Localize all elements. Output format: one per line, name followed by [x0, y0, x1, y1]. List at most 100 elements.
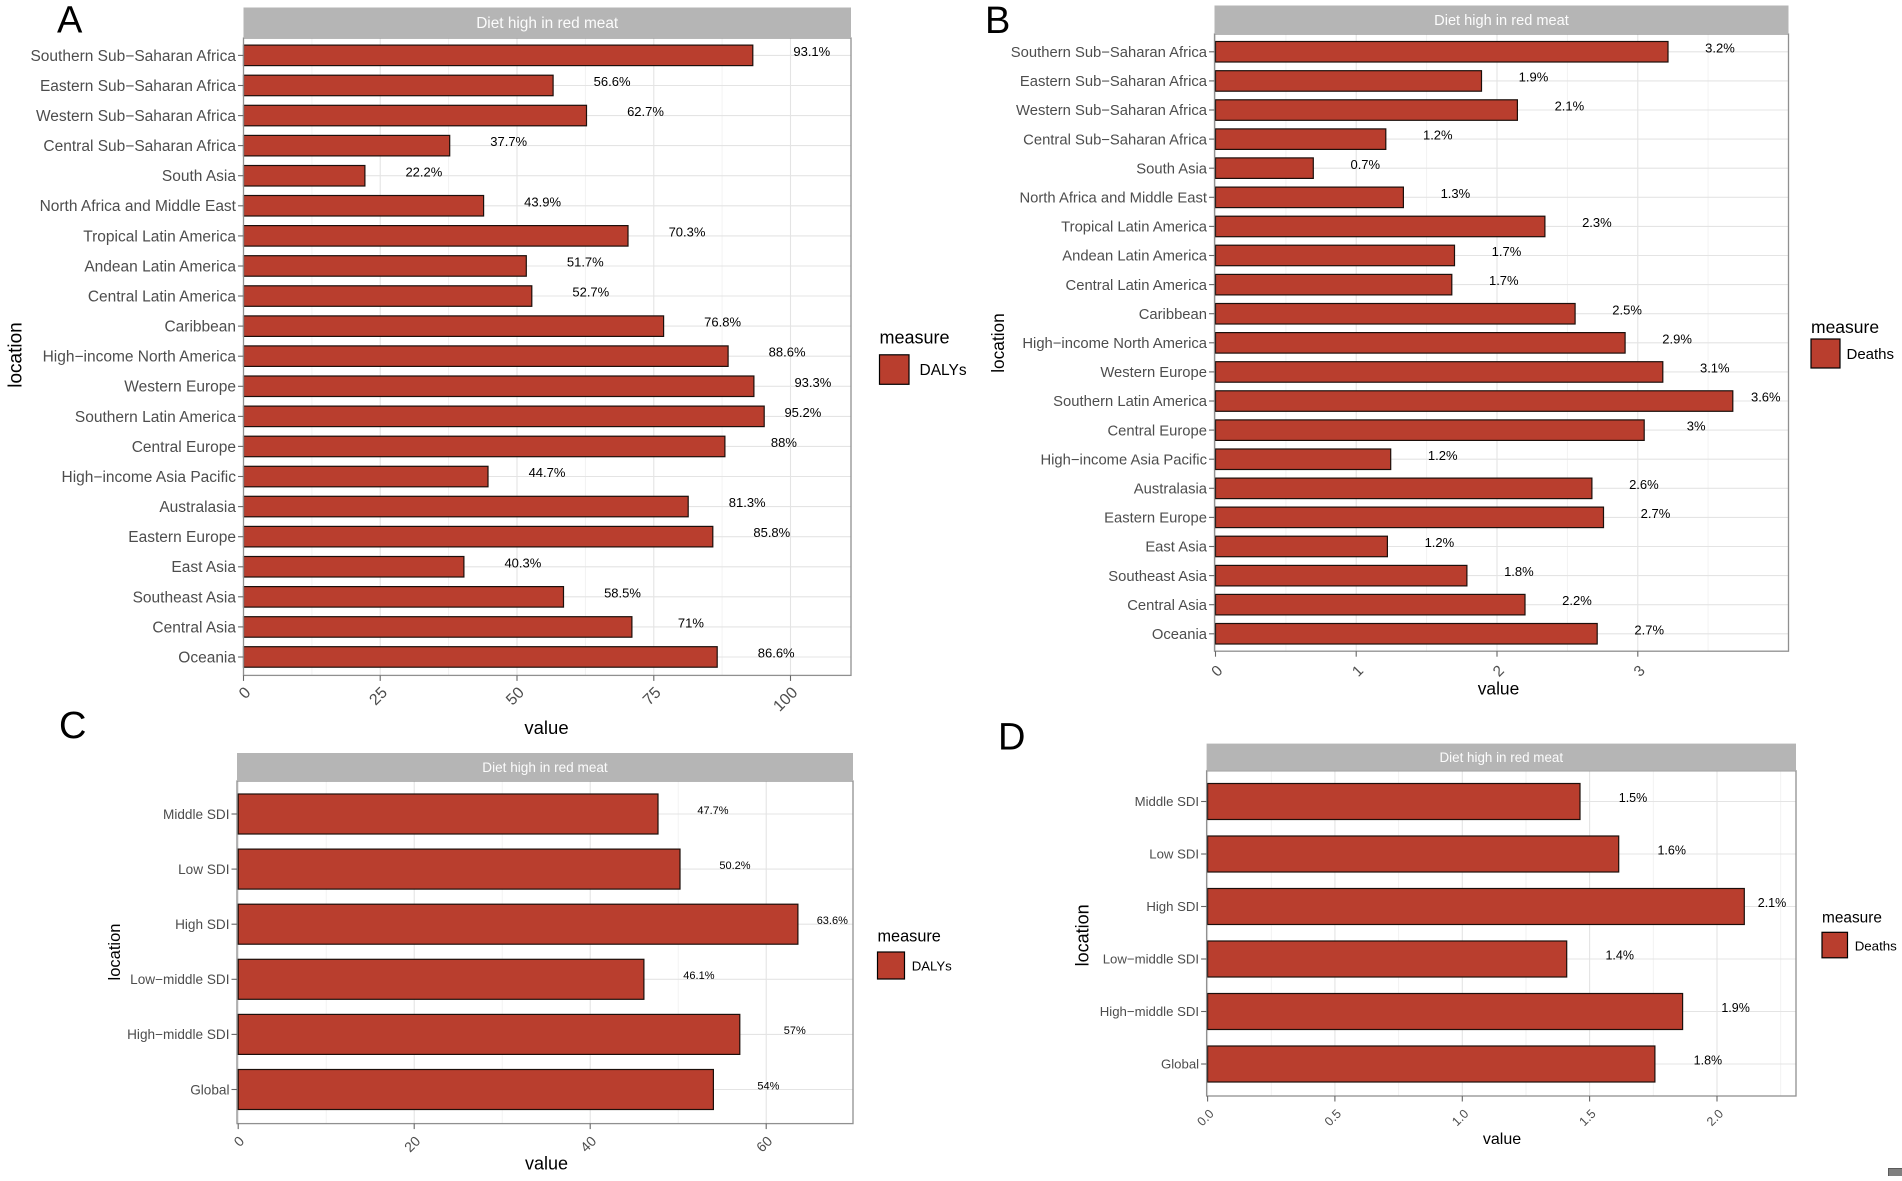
svg-text:Global: Global: [190, 1082, 229, 1097]
svg-text:76.8%: 76.8%: [704, 315, 741, 330]
svg-text:1.8%: 1.8%: [1694, 1053, 1723, 1067]
svg-text:81.3%: 81.3%: [729, 495, 766, 510]
svg-text:2.9%: 2.9%: [1662, 331, 1692, 346]
svg-text:Low SDI: Low SDI: [178, 862, 229, 877]
svg-text:62.7%: 62.7%: [627, 104, 664, 119]
svg-text:Diet high in red meat: Diet high in red meat: [1440, 750, 1564, 765]
svg-text:measure: measure: [1811, 317, 1879, 337]
svg-text:C: C: [59, 705, 86, 747]
svg-text:56.6%: 56.6%: [594, 74, 631, 89]
svg-text:2.6%: 2.6%: [1629, 477, 1659, 492]
svg-text:Oceania: Oceania: [178, 649, 236, 666]
svg-text:Central Asia: Central Asia: [152, 619, 236, 636]
svg-text:22.2%: 22.2%: [405, 164, 442, 179]
svg-text:Australasia: Australasia: [159, 499, 236, 516]
svg-text:North Africa and Middle East: North Africa and Middle East: [1019, 191, 1207, 207]
svg-text:Central Asia: Central Asia: [1127, 598, 1208, 614]
svg-text:location: location: [106, 924, 124, 981]
svg-text:1.3%: 1.3%: [1441, 186, 1471, 201]
svg-text:46.1%: 46.1%: [683, 970, 714, 982]
svg-text:Central Sub−Saharan Africa: Central Sub−Saharan Africa: [1023, 132, 1208, 148]
svg-text:58.5%: 58.5%: [604, 585, 641, 600]
svg-text:2.1%: 2.1%: [1758, 896, 1787, 910]
svg-text:51.7%: 51.7%: [567, 255, 604, 270]
svg-text:3.2%: 3.2%: [1705, 40, 1735, 55]
svg-text:1.2%: 1.2%: [1425, 535, 1455, 550]
svg-text:54%: 54%: [757, 1080, 779, 1092]
svg-text:1.8%: 1.8%: [1504, 564, 1534, 579]
svg-text:Western Europe: Western Europe: [124, 379, 236, 396]
svg-text:Tropical Latin America: Tropical Latin America: [1061, 220, 1208, 236]
svg-text:Middle SDI: Middle SDI: [163, 807, 229, 822]
svg-text:measure: measure: [880, 328, 950, 348]
svg-text:Middle SDI: Middle SDI: [1135, 794, 1200, 809]
svg-text:value: value: [525, 1153, 568, 1173]
svg-text:Caribbean: Caribbean: [164, 319, 236, 336]
svg-text:value: value: [1478, 679, 1520, 699]
svg-text:value: value: [524, 717, 568, 738]
svg-text:DALYs: DALYs: [912, 959, 952, 974]
svg-text:Deaths: Deaths: [1847, 346, 1895, 363]
svg-text:Diet high in red meat: Diet high in red meat: [476, 15, 619, 32]
svg-text:Diet high in red meat: Diet high in red meat: [482, 760, 608, 775]
svg-text:1.2%: 1.2%: [1428, 448, 1458, 463]
svg-text:Eastern Europe: Eastern Europe: [1104, 511, 1207, 527]
svg-text:High−income North America: High−income North America: [43, 349, 237, 366]
svg-text:63.6%: 63.6%: [817, 915, 848, 927]
svg-text:1.4%: 1.4%: [1605, 948, 1634, 962]
svg-text:Western Sub−Saharan Africa: Western Sub−Saharan Africa: [1016, 103, 1208, 119]
svg-text:88%: 88%: [771, 435, 797, 450]
svg-text:location: location: [1072, 904, 1092, 966]
svg-text:88.6%: 88.6%: [769, 345, 806, 360]
svg-text:70.3%: 70.3%: [669, 224, 706, 239]
svg-text:Global: Global: [1161, 1057, 1199, 1072]
svg-text:Central Latin America: Central Latin America: [88, 289, 237, 306]
svg-text:1.7%: 1.7%: [1492, 244, 1522, 259]
svg-text:Central Europe: Central Europe: [1107, 423, 1207, 439]
svg-text:location: location: [6, 322, 27, 388]
svg-text:Diet high in red meat: Diet high in red meat: [1434, 13, 1569, 29]
svg-text:Low SDI: Low SDI: [1149, 847, 1199, 862]
svg-text:Low−middle SDI: Low−middle SDI: [130, 972, 229, 987]
svg-text:Andean Latin America: Andean Latin America: [1062, 249, 1208, 265]
svg-text:Low−middle SDI: Low−middle SDI: [1103, 952, 1199, 967]
svg-text:Deaths: Deaths: [1855, 939, 1897, 954]
svg-text:value: value: [1483, 1131, 1521, 1148]
svg-text:Andean Latin America: Andean Latin America: [84, 258, 236, 275]
svg-text:52.7%: 52.7%: [572, 285, 609, 300]
svg-text:Central Latin America: Central Latin America: [1066, 278, 1208, 294]
svg-text:47.7%: 47.7%: [697, 805, 728, 817]
svg-text:1.6%: 1.6%: [1657, 843, 1686, 857]
svg-text:1.9%: 1.9%: [1519, 70, 1549, 85]
svg-text:Western Sub−Saharan Africa: Western Sub−Saharan Africa: [36, 108, 236, 125]
svg-text:measure: measure: [878, 928, 941, 946]
svg-text:East Asia: East Asia: [171, 559, 236, 576]
svg-text:Central Europe: Central Europe: [132, 439, 236, 456]
svg-text:High SDI: High SDI: [1146, 899, 1199, 914]
svg-text:Eastern Sub−Saharan Africa: Eastern Sub−Saharan Africa: [1020, 74, 1208, 90]
svg-text:3.6%: 3.6%: [1751, 390, 1781, 405]
svg-text:Eastern Europe: Eastern Europe: [128, 529, 236, 546]
svg-text:A: A: [57, 0, 83, 42]
svg-text:2.1%: 2.1%: [1555, 99, 1585, 114]
svg-text:High−income Asia Pacific: High−income Asia Pacific: [62, 469, 237, 486]
svg-text:93.1%: 93.1%: [793, 44, 830, 59]
svg-text:1.2%: 1.2%: [1423, 128, 1453, 143]
svg-text:East Asia: East Asia: [1145, 540, 1207, 556]
svg-text:37.7%: 37.7%: [490, 134, 527, 149]
svg-text:Southeast Asia: Southeast Asia: [1108, 569, 1207, 585]
svg-text:40.3%: 40.3%: [504, 555, 541, 570]
svg-text:43.9%: 43.9%: [524, 194, 561, 209]
svg-text:location: location: [988, 313, 1008, 373]
svg-text:Tropical Latin America: Tropical Latin America: [83, 228, 236, 245]
svg-text:High SDI: High SDI: [175, 917, 229, 932]
svg-text:Southern Sub−Saharan Africa: Southern Sub−Saharan Africa: [30, 48, 236, 65]
svg-text:93.3%: 93.3%: [794, 375, 831, 390]
svg-text:Western Europe: Western Europe: [1100, 365, 1207, 381]
svg-text:95.2%: 95.2%: [784, 405, 821, 420]
svg-text:2.5%: 2.5%: [1612, 302, 1642, 317]
svg-text:Central Sub−Saharan Africa: Central Sub−Saharan Africa: [43, 138, 236, 155]
svg-text:High−income North America: High−income North America: [1022, 336, 1207, 352]
svg-text:0.7%: 0.7%: [1350, 157, 1380, 172]
svg-text:1.5%: 1.5%: [1619, 791, 1648, 805]
